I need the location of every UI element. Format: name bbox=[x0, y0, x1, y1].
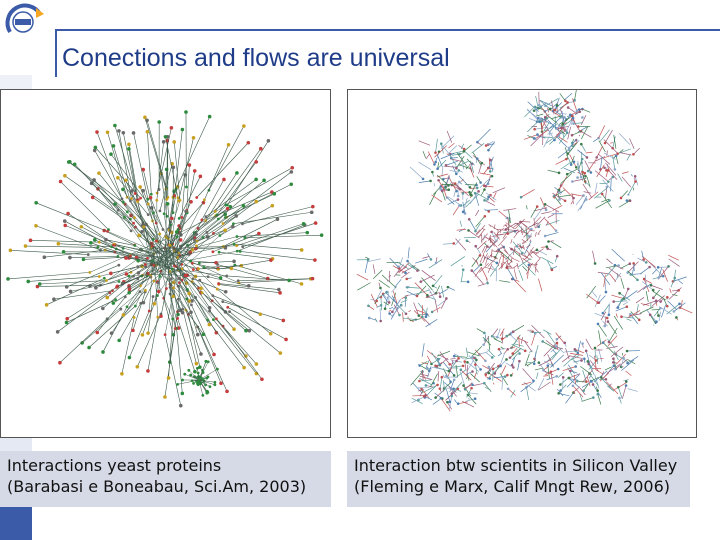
caption-right-line2: (Fleming e Marx, Calif Mngt Rew, 2006) bbox=[354, 477, 670, 496]
caption-left: Interactions yeast proteins (Barabasi e … bbox=[0, 451, 331, 507]
left-bar-dark-strip bbox=[0, 507, 32, 540]
caption-left-line1: Interactions yeast proteins bbox=[7, 456, 222, 475]
caption-left-line2: (Barabasi e Boneabau, Sci.Am, 2003) bbox=[7, 477, 307, 496]
silicon-valley-network-image bbox=[347, 89, 697, 438]
network-graph-right bbox=[356, 90, 693, 412]
yeast-protein-network-image bbox=[0, 89, 331, 438]
caption-right-line1: Interaction btw scientits in Silicon Val… bbox=[354, 456, 678, 475]
caption-right: Interaction btw scientits in Silicon Val… bbox=[347, 451, 690, 507]
title-frame bbox=[55, 29, 720, 77]
network-graph-left bbox=[6, 110, 324, 408]
institution-logo bbox=[5, 3, 44, 34]
slide-title: Conections and flows are universal bbox=[62, 44, 450, 72]
